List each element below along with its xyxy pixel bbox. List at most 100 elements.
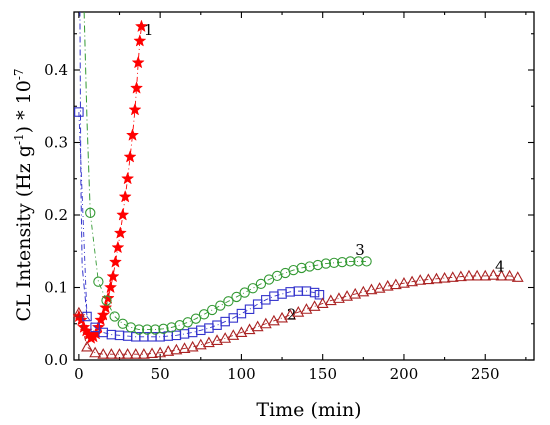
data-point [72, 306, 85, 318]
data-point [212, 320, 222, 330]
data-point [187, 327, 198, 338]
data-point [406, 275, 419, 287]
data-point [277, 289, 287, 299]
data-point [150, 324, 161, 335]
data-point [133, 34, 147, 47]
series-3 [85, 207, 372, 335]
data-point [349, 287, 362, 299]
series-1-line-group [78, 26, 142, 339]
data-point [231, 291, 242, 303]
y-axis-title-mid: ) * 10 [13, 80, 35, 133]
data-point [446, 271, 459, 282]
series-2-line-group [78, 112, 320, 338]
initial-decay-traces [79, 12, 91, 317]
data-point [121, 348, 134, 359]
data-point [121, 171, 135, 185]
data-point [309, 287, 320, 298]
data-point [251, 320, 264, 332]
data-point [178, 342, 191, 353]
x-tick-label: 50 [151, 365, 170, 383]
data-point [324, 294, 337, 306]
data-point [314, 289, 325, 300]
series-label-4: 4 [495, 257, 505, 275]
data-point [131, 55, 145, 69]
data-point [97, 348, 110, 359]
series-4-line-group [78, 274, 518, 355]
data-point [300, 303, 313, 314]
data-point [361, 256, 372, 267]
data-point [158, 323, 169, 334]
data-point [211, 334, 223, 345]
data-point [166, 322, 177, 333]
series-1-line [78, 26, 142, 339]
series-2-line [78, 112, 320, 338]
y-axis-title: CL Intensity (Hz g-1) * 10-7 [12, 68, 35, 321]
data-point [128, 102, 142, 116]
data-point [74, 107, 84, 117]
data-point [223, 296, 234, 307]
data-point [247, 283, 258, 294]
data-point [105, 348, 118, 359]
x-tick-label: 0 [74, 365, 84, 383]
data-point [471, 269, 484, 281]
series-3-line [89, 212, 367, 330]
x-tick-label: 150 [308, 365, 337, 383]
data-point [146, 347, 158, 359]
x-tick-label: 200 [390, 365, 419, 383]
data-point [316, 297, 329, 309]
data-point [269, 291, 279, 301]
data-point [454, 270, 467, 282]
data-point [116, 208, 130, 221]
data-point [219, 332, 232, 343]
data-point [133, 324, 145, 335]
series-3-decay-line [83, 12, 91, 213]
data-point [373, 282, 386, 293]
data-point [236, 308, 247, 319]
data-point [259, 317, 272, 329]
data-point [99, 300, 113, 314]
data-point [430, 272, 443, 284]
data-point [101, 291, 115, 304]
data-point [111, 240, 125, 254]
series-2-decay-line [79, 12, 88, 317]
plot-frame [73, 11, 535, 361]
data-point [252, 299, 263, 309]
data-point [422, 273, 435, 285]
data-point [312, 259, 323, 271]
data-point [81, 340, 93, 352]
data-point [288, 264, 299, 276]
series-4 [72, 269, 524, 359]
data-point [479, 269, 492, 281]
series-3-line-group [89, 212, 367, 330]
data-point [137, 348, 150, 359]
series-layer [72, 12, 524, 359]
data-point [113, 348, 126, 359]
data-point [129, 348, 142, 359]
data-point [129, 81, 144, 94]
data-point [101, 295, 112, 306]
data-point [381, 279, 394, 291]
x-tick-label: 250 [471, 365, 500, 383]
data-point [267, 314, 280, 326]
series-label-3: 3 [355, 241, 365, 259]
series-label-layer: 1 2 3 4 [144, 21, 505, 323]
data-point [320, 258, 332, 269]
data-point [341, 290, 354, 301]
data-point [123, 150, 137, 163]
y-axis-title-sup1: -1 [12, 133, 26, 145]
data-point [308, 300, 321, 311]
data-point [414, 274, 427, 285]
y-tick-label: 0.0 [44, 351, 68, 369]
data-point [125, 322, 137, 333]
data-point [398, 277, 410, 288]
data-point [179, 329, 190, 339]
data-point [255, 278, 267, 290]
data-point [190, 313, 202, 324]
data-point [96, 308, 110, 321]
y-axis-title-sup2: -7 [12, 68, 26, 80]
data-point [463, 269, 475, 281]
data-point [141, 324, 153, 335]
data-point [276, 311, 288, 323]
data-point [207, 304, 218, 316]
